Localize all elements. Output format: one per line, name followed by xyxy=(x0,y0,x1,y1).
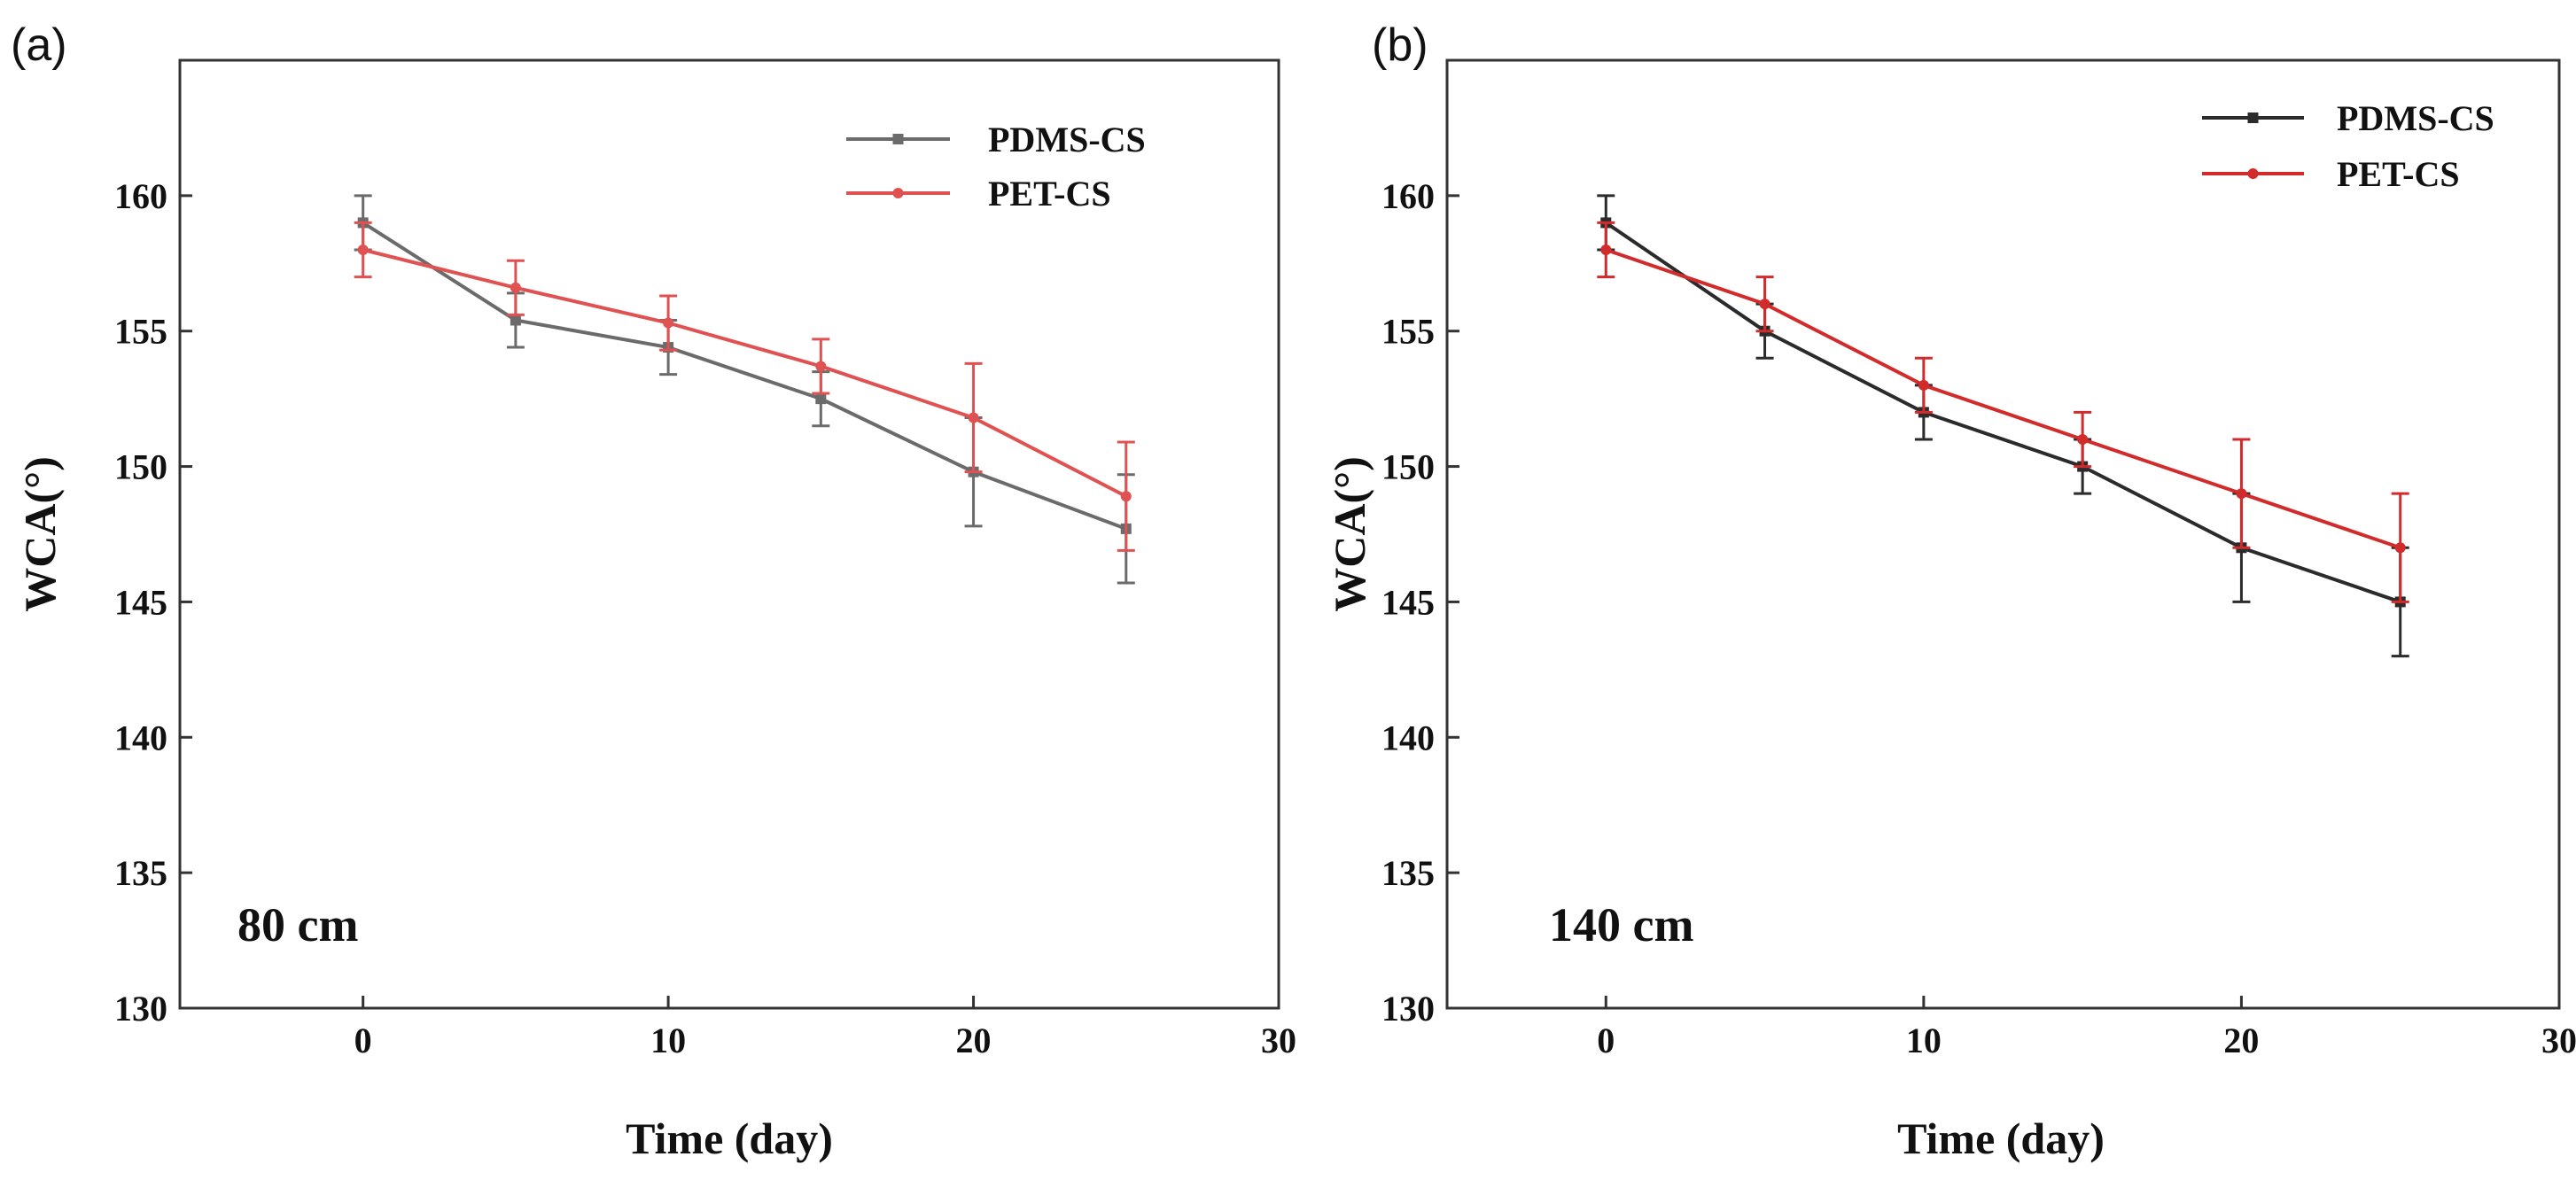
legend-label-pet-cs: PET-CS xyxy=(988,174,1111,213)
panel-a-plot-frame xyxy=(178,58,1280,1010)
data-point-pet-cs xyxy=(1120,491,1132,502)
series-pet-cs xyxy=(1597,221,2409,603)
data-point-pet-cs xyxy=(1759,299,1771,310)
x-tick-label: 10 xyxy=(1906,1021,1942,1060)
series-pet-cs xyxy=(354,221,1135,552)
legend-label-pdms-cs: PDMS-CS xyxy=(988,120,1146,159)
legend-marker-pet-cs xyxy=(2247,168,2259,179)
panel-a-x-axis-title: Time (day) xyxy=(626,1114,833,1163)
data-point-pet-cs xyxy=(1600,245,1612,255)
x-tick-label: 0 xyxy=(1597,1021,1615,1060)
y-tick-label: 150 xyxy=(114,447,167,487)
y-tick-label: 140 xyxy=(1381,718,1435,757)
x-tick-label: 10 xyxy=(650,1021,686,1060)
panel-a-series xyxy=(354,194,1135,585)
panel-b-y-axis-title: WCA(°) xyxy=(1325,456,1374,612)
panel-b-plot-frame xyxy=(1445,58,2561,1010)
panel-b-legend: PDMS-CS PET-CS xyxy=(2202,98,2494,194)
legend-marker-pdms-cs xyxy=(892,134,904,144)
y-tick-label: 145 xyxy=(114,582,167,622)
x-tick-label: 20 xyxy=(956,1021,992,1060)
panel-b: (b) 130 135 140 145 150 155 160 0 10 20 30 PDMS-CS… xyxy=(1325,19,2576,1163)
x-tick-label: 30 xyxy=(1261,1021,1296,1060)
y-tick-label: 155 xyxy=(114,312,167,352)
series-line-pdms-cs xyxy=(362,221,1127,531)
panel-a-legend: PDMS-CS PET-CS xyxy=(846,120,1146,213)
data-point-pet-cs xyxy=(2394,542,2406,554)
y-tick-label: 130 xyxy=(1381,989,1435,1029)
legend-label-pdms-cs: PDMS-CS xyxy=(2337,98,2494,138)
panel-b-ticks: 130 135 140 145 150 155 160 0 10 20 30 xyxy=(1381,176,2576,1060)
data-point-pet-cs xyxy=(357,245,369,255)
panel-a-label: (a) xyxy=(11,19,67,71)
y-tick-label: 140 xyxy=(114,718,167,757)
y-tick-label: 130 xyxy=(114,989,167,1029)
series-pdms-cs xyxy=(354,194,1135,585)
data-point-pet-cs xyxy=(815,361,827,372)
y-tick-label: 150 xyxy=(1381,447,1435,487)
data-point-pet-cs xyxy=(510,282,521,293)
panel-a-distance-annotation: 80 cm xyxy=(237,898,358,951)
panel-b-x-axis-title: Time (day) xyxy=(1897,1114,2105,1163)
panel-a-y-axis-title: WCA(°) xyxy=(15,456,65,612)
panel-b-series xyxy=(1597,194,2409,658)
y-tick-label: 155 xyxy=(1381,312,1435,352)
y-tick-label: 160 xyxy=(1381,176,1435,216)
y-tick-label: 135 xyxy=(114,853,167,893)
panel-a: (a) 130 135 140 145 150 155 160 0 10 20 30 PDMS-CS… xyxy=(11,19,1296,1163)
y-tick-label: 160 xyxy=(114,176,167,216)
y-tick-label: 135 xyxy=(1381,853,1435,893)
x-tick-label: 0 xyxy=(354,1021,372,1060)
x-tick-label: 20 xyxy=(2223,1021,2259,1060)
panel-a-ticks: 130 135 140 145 150 155 160 0 10 20 30 xyxy=(114,176,1296,1060)
series-line-pet-cs xyxy=(1605,248,2401,550)
data-point-pet-cs xyxy=(2236,488,2247,500)
data-point-pet-cs xyxy=(663,317,674,329)
series-line-pet-cs xyxy=(362,248,1127,498)
legend-label-pet-cs: PET-CS xyxy=(2337,154,2460,194)
data-point-pet-cs xyxy=(2077,434,2089,445)
data-point-pet-cs xyxy=(1918,379,1929,391)
data-point-pdms-cs xyxy=(815,393,827,405)
x-tick-label: 30 xyxy=(2541,1021,2576,1060)
series-line-pdms-cs xyxy=(1605,221,2401,604)
data-point-pet-cs xyxy=(968,412,979,423)
series-pdms-cs xyxy=(1597,194,2409,658)
panel-b-distance-annotation: 140 cm xyxy=(1549,898,1693,951)
legend-marker-pdms-cs xyxy=(2247,113,2259,123)
y-tick-label: 145 xyxy=(1381,582,1435,622)
data-point-pdms-cs xyxy=(510,314,521,326)
panel-b-label: (b) xyxy=(1372,19,1428,71)
legend-marker-pet-cs xyxy=(892,188,904,198)
